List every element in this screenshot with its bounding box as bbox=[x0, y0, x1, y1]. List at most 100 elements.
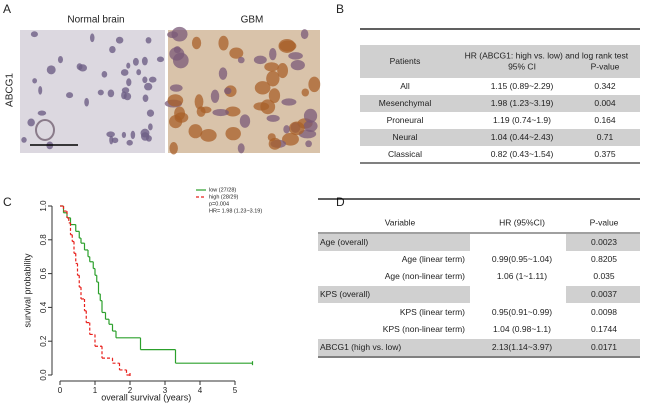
header-cell: HR (ABCG1: high vs. low) and bbox=[465, 50, 580, 60]
stained-cell bbox=[200, 128, 217, 142]
nucleus bbox=[76, 63, 83, 70]
nucleus bbox=[121, 131, 127, 138]
stained-cell bbox=[225, 106, 241, 117]
stained-cell bbox=[308, 76, 321, 93]
x-tick-label: 5 bbox=[233, 386, 238, 395]
vessel bbox=[35, 119, 55, 141]
stained-cell bbox=[191, 36, 202, 50]
y-axis-label: survival probability bbox=[22, 253, 32, 328]
header-cell: HR (95%CI) bbox=[499, 217, 545, 227]
cell: 0.0171 bbox=[591, 342, 617, 352]
nucleus bbox=[156, 56, 165, 63]
nucleus bbox=[66, 92, 74, 99]
image-title: Normal brain bbox=[67, 15, 124, 26]
nucleus bbox=[144, 82, 153, 91]
stained-cell bbox=[277, 63, 289, 79]
stained-cell bbox=[303, 108, 318, 123]
stained-cell bbox=[212, 108, 229, 117]
stained-cell bbox=[288, 121, 305, 136]
cell: 0.0037 bbox=[591, 289, 617, 299]
row-label: ABCG1 bbox=[5, 73, 16, 107]
row-bg bbox=[360, 95, 640, 112]
cell: 0.0098 bbox=[591, 307, 617, 317]
cell: 0.0023 bbox=[591, 237, 617, 247]
panel-label: C bbox=[3, 195, 12, 209]
cell: 0.95(0.91~0.99) bbox=[492, 307, 552, 317]
annotation: HR= 1.98 (1.23~3.19) bbox=[209, 208, 262, 214]
cell: 1.19 (0.74~1.9) bbox=[493, 115, 551, 125]
row-bg bbox=[360, 129, 640, 146]
cell: 0.8205 bbox=[591, 254, 617, 264]
nucleus bbox=[57, 55, 64, 64]
header-cell: Patients bbox=[390, 56, 421, 66]
stained-cell bbox=[288, 52, 303, 60]
nucleus bbox=[30, 31, 38, 38]
nucleus bbox=[145, 37, 152, 44]
stained-cell bbox=[218, 35, 229, 51]
nucleus bbox=[38, 85, 43, 95]
x-tick-label: 0 bbox=[58, 386, 63, 395]
x-tick-label: 1 bbox=[93, 386, 98, 395]
cell: KPS (non-linear term) bbox=[383, 324, 465, 334]
nucleus bbox=[142, 76, 148, 84]
stained-cell bbox=[305, 140, 312, 148]
nucleus bbox=[101, 71, 108, 78]
stained-cell bbox=[229, 47, 244, 59]
nucleus bbox=[46, 65, 56, 75]
stained-cell bbox=[290, 59, 305, 71]
nucleus bbox=[141, 56, 148, 66]
cell: ABCG1 (high vs. low) bbox=[320, 342, 401, 352]
stained-cell bbox=[301, 88, 310, 97]
survival-chart: 0.0 0.2 0.4 0.6 0.8 1.0 0 1 2 3 4 5 overall survival… bbox=[22, 187, 262, 402]
nucleus bbox=[32, 78, 38, 84]
stained-cell bbox=[282, 132, 299, 146]
nucleus bbox=[126, 139, 133, 146]
cell: Age (overall) bbox=[320, 237, 368, 247]
stained-cell bbox=[266, 114, 280, 122]
nucleus bbox=[109, 45, 116, 54]
cell: 0.99(0.95~1.04) bbox=[492, 254, 552, 264]
stained-cell bbox=[174, 112, 189, 123]
nucleus bbox=[109, 135, 114, 145]
cell: Neural bbox=[392, 132, 417, 142]
nucleus bbox=[148, 123, 153, 131]
stained-cell bbox=[167, 94, 184, 107]
stained-cell bbox=[237, 56, 245, 64]
x-tick-label: 2 bbox=[128, 386, 133, 395]
stained-cell bbox=[281, 98, 297, 106]
nucleus bbox=[132, 57, 139, 66]
image-title: GBM bbox=[241, 15, 264, 26]
legend-label: high (28/29) bbox=[209, 194, 239, 200]
stained-cell bbox=[169, 142, 178, 155]
cell: Proneural bbox=[387, 115, 424, 125]
cell: 0.035 bbox=[593, 271, 615, 281]
cell: 0.1744 bbox=[591, 324, 617, 334]
nucleus bbox=[140, 128, 150, 138]
table-b: Patients HR (ABCG1: high vs. low) and95% … bbox=[360, 28, 640, 164]
nucleus bbox=[130, 130, 136, 140]
stained-cell bbox=[268, 88, 281, 103]
nucleus bbox=[115, 36, 124, 44]
cell: 1.98 (1.23~3.19) bbox=[491, 98, 554, 108]
y-tick-label: 1.0 bbox=[39, 200, 48, 212]
nucleus bbox=[84, 97, 89, 107]
stained-cell bbox=[264, 62, 279, 72]
y-tick-label: 0.6 bbox=[39, 267, 48, 279]
stained-cell bbox=[171, 26, 188, 42]
nucleus bbox=[142, 94, 149, 103]
nucleus bbox=[37, 110, 47, 116]
cell: 1.04 (0.98~1.1) bbox=[493, 324, 551, 334]
cell: 2.13(1.14~3.97) bbox=[492, 342, 552, 352]
cell: All bbox=[400, 81, 410, 91]
cell: 1.06 (1~1.11) bbox=[497, 271, 547, 281]
cell: 1.15 (0.89~2.29) bbox=[491, 81, 554, 91]
annotation: p=0.004 bbox=[209, 201, 229, 207]
cell: 0.375 bbox=[594, 149, 616, 159]
x-axis-label: overall survival (years) bbox=[101, 392, 191, 402]
stained-cell bbox=[169, 84, 183, 92]
header-bg bbox=[360, 45, 640, 78]
header-cell: Variable bbox=[385, 217, 416, 227]
stained-cell bbox=[269, 48, 277, 61]
nucleus bbox=[136, 69, 142, 76]
header-cell: P-value bbox=[590, 217, 619, 227]
